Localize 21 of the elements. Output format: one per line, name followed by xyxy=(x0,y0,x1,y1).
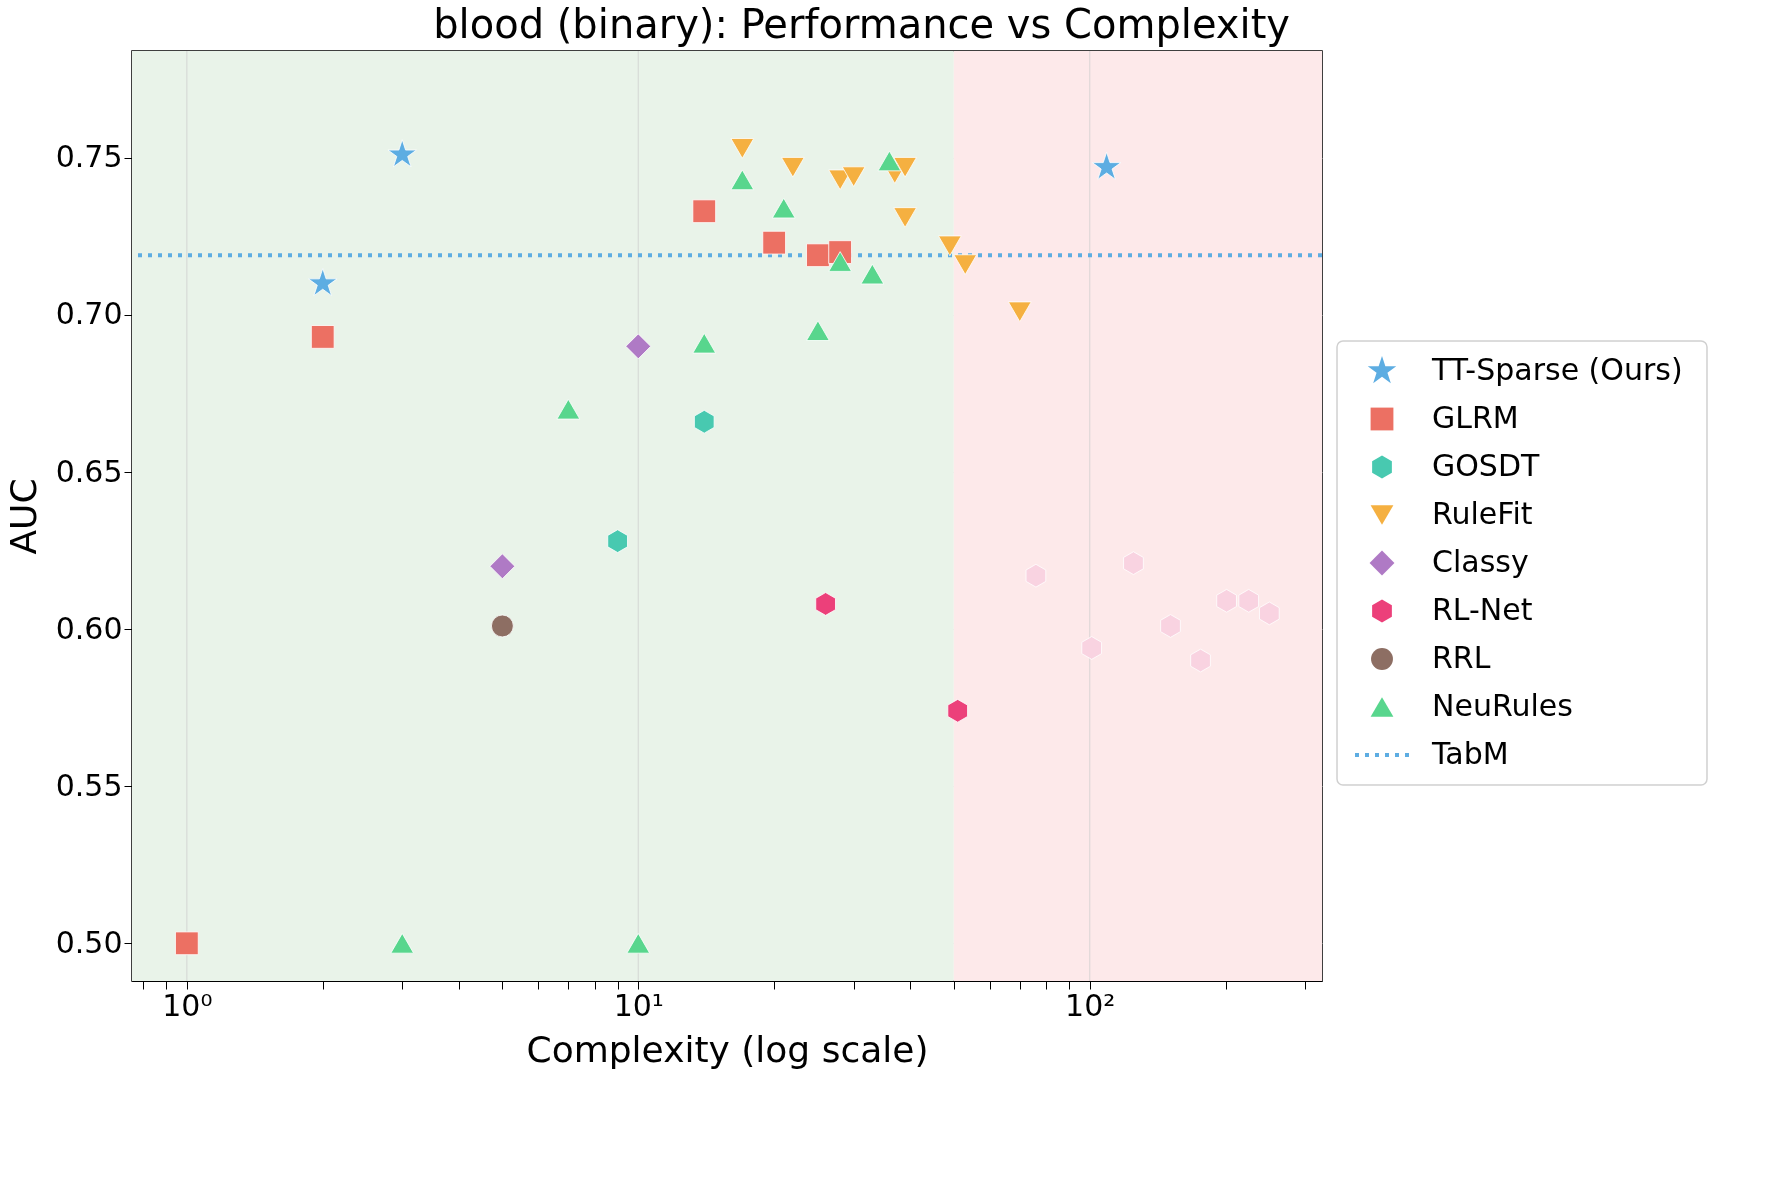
y-tick-label: 0.50 xyxy=(55,924,123,960)
y-axis-title: AUC xyxy=(2,478,44,555)
y-tick-label: 0.70 xyxy=(55,296,123,332)
x-tick-label: 10⁰ xyxy=(162,987,213,1023)
chart-title: blood (binary): Performance vs Complexity xyxy=(433,0,1290,47)
legend-label: TabM xyxy=(1431,736,1509,771)
legend-label: RRL xyxy=(1432,640,1491,675)
x-tick-label: 10¹ xyxy=(613,987,664,1023)
y-tick-label: 0.55 xyxy=(55,767,123,803)
legend-label: NeuRules xyxy=(1432,688,1573,723)
y-tick-label: 0.75 xyxy=(55,139,123,175)
x-tick-label: 10² xyxy=(1065,987,1116,1023)
legend-label: TT-Sparse (Ours) xyxy=(1431,352,1683,387)
legend-label: RuleFit xyxy=(1432,496,1533,531)
y-tick-label: 0.65 xyxy=(55,453,123,489)
legend-label: GLRM xyxy=(1432,400,1519,435)
y-tick-label: 0.60 xyxy=(55,610,123,646)
legend-label: RL-Net xyxy=(1432,592,1533,627)
legend-label: GOSDT xyxy=(1432,448,1540,483)
legend-label: Classy xyxy=(1432,544,1529,579)
x-axis-title: Complexity (log scale) xyxy=(526,1028,929,1070)
